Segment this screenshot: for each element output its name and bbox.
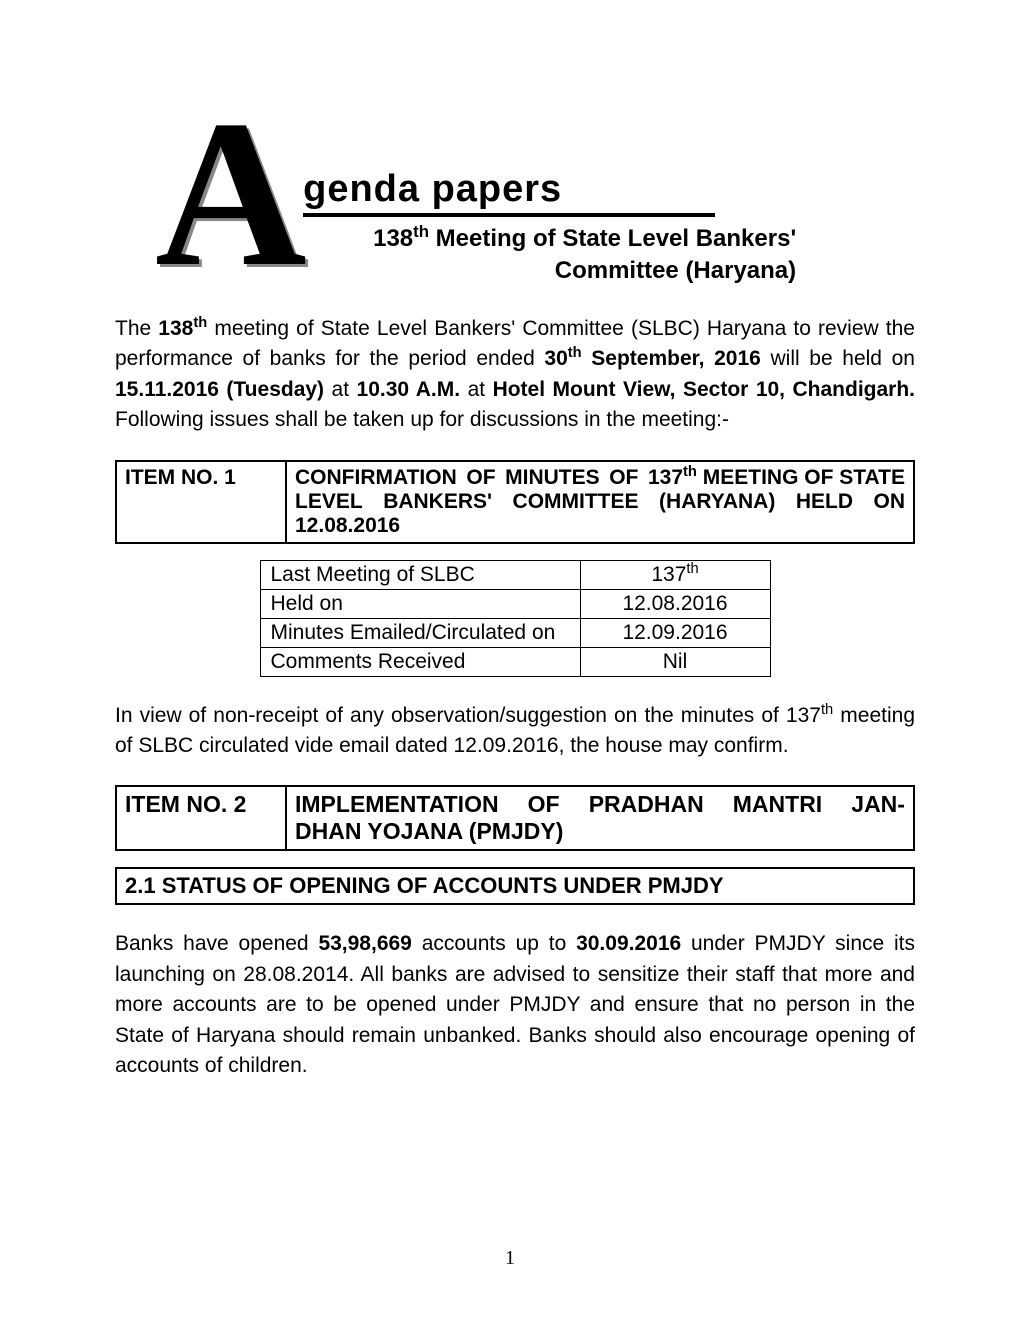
- intro-at2: at: [460, 378, 492, 401]
- item-1-desc: CONFIRMATION OF MINUTES OF 137th MEETING…: [286, 461, 914, 543]
- w137: 137: [648, 466, 683, 489]
- pm-date: 30.09.2016: [576, 932, 681, 955]
- pmjdy-paragraph: Banks have opened 53,98,669 accounts up …: [115, 929, 915, 1081]
- item2-line1: IMPLEMENTATION OF PRADHAN MANTRI JAN-: [295, 791, 905, 818]
- confirm-sup: th: [821, 702, 833, 718]
- w: OF: [528, 791, 560, 818]
- pm-a: Banks have opened: [115, 932, 318, 955]
- w: JAN-: [851, 791, 905, 818]
- intro-text: The: [115, 317, 158, 340]
- intro-sept: September, 2016: [582, 347, 761, 370]
- drop-cap-a: A: [155, 110, 307, 278]
- pm-accounts: 53,98,669: [318, 932, 411, 955]
- w: OF: [466, 466, 495, 490]
- table-row: Comments Received Nil: [260, 647, 770, 676]
- w: LEVEL: [295, 490, 363, 514]
- intro-tail: Following issues shall be taken up for d…: [115, 408, 729, 431]
- w: OF: [609, 466, 638, 490]
- confirm-paragraph: In view of non-receipt of any observatio…: [115, 701, 915, 762]
- intro-at: at: [324, 378, 356, 401]
- w: MINUTES: [505, 466, 600, 490]
- meta-key: Minutes Emailed/Circulated on: [260, 618, 580, 647]
- subtitle-sup1: th: [413, 222, 429, 241]
- item-2-table: ITEM NO. 2 IMPLEMENTATION OF PRADHAN MAN…: [115, 785, 915, 851]
- section-2-1-heading: 2.1 STATUS OF OPENING OF ACCOUNTS UNDER …: [115, 867, 915, 905]
- page: A genda papers 138th Meeting of State Le…: [0, 0, 1020, 1166]
- document-title-block: A genda papers 138th Meeting of State Le…: [155, 110, 915, 288]
- item1-line2: LEVEL BANKERS' COMMITTEE (HARYANA) HELD …: [295, 490, 905, 514]
- intro-th: th: [193, 315, 207, 331]
- w: (HARYANA): [659, 490, 775, 514]
- meta-val: 12.09.2016: [580, 618, 770, 647]
- item1-line3: 12.08.2016: [295, 514, 400, 537]
- intro-venue: Hotel Mount View, Sector 10, Chandigarh.: [493, 378, 915, 401]
- confirm-a: In view of non-receipt of any observatio…: [115, 704, 821, 727]
- pm-c: accounts up to: [412, 932, 576, 955]
- subtitle-line2: Committee (Haryana): [555, 257, 796, 284]
- table-row: Last Meeting of SLBC 137th: [260, 560, 770, 589]
- item1-line1: CONFIRMATION OF MINUTES OF 137th MEETING…: [295, 466, 905, 490]
- intro-th2: th: [568, 345, 582, 361]
- subtitle-line1a: 138: [373, 225, 413, 252]
- w: IMPLEMENTATION: [295, 791, 499, 818]
- w: ON: [873, 490, 905, 514]
- item2-line2: DHAN YOJANA (PMJDY): [295, 818, 563, 844]
- table-row: Minutes Emailed/Circulated on 12.09.2016: [260, 618, 770, 647]
- intro-138: 138: [158, 317, 193, 340]
- wtail: MEETING OF STATE: [697, 466, 905, 489]
- meta-table: Last Meeting of SLBC 137th Held on 12.08…: [260, 560, 771, 677]
- intro-30: 30: [544, 347, 567, 370]
- intro-paragraph: The 138th meeting of State Level Bankers…: [115, 314, 915, 436]
- w: CONFIRMATION: [295, 466, 457, 490]
- meta-key: Held on: [260, 589, 580, 618]
- title-genda-papers: genda papers: [303, 168, 715, 217]
- page-number: 1: [0, 1247, 1020, 1270]
- meta-key: Comments Received: [260, 647, 580, 676]
- subtitle-line1b: Meeting of State Level Bankers': [429, 225, 796, 252]
- w: HELD: [796, 490, 853, 514]
- wth: th: [683, 464, 697, 480]
- item-1-label: ITEM NO. 1: [116, 461, 286, 543]
- intro-time: 10.30 A.M.: [357, 378, 461, 401]
- w: MANTRI: [733, 791, 822, 818]
- meta-key: Last Meeting of SLBC: [260, 560, 580, 589]
- table-row: Held on 12.08.2016: [260, 589, 770, 618]
- meta-val: 137th: [580, 560, 770, 589]
- meta-th: th: [686, 561, 698, 577]
- w: BANKERS': [383, 490, 492, 514]
- intro-text3: will be held on: [761, 347, 915, 370]
- item-1-table: ITEM NO. 1 CONFIRMATION OF MINUTES OF 13…: [115, 460, 915, 544]
- intro-date: 15.11.2016 (Tuesday): [115, 378, 324, 401]
- title-right: genda papers 138th Meeting of State Leve…: [303, 168, 796, 288]
- item-2-desc: IMPLEMENTATION OF PRADHAN MANTRI JAN- DH…: [286, 786, 914, 850]
- meta-val: Nil: [580, 647, 770, 676]
- subtitle: 138th Meeting of State Level Bankers' Co…: [303, 223, 796, 288]
- w: COMMITTEE: [513, 490, 639, 514]
- meta-val: 12.08.2016: [580, 589, 770, 618]
- w: 137th MEETING OF STATE: [648, 466, 905, 490]
- meta-137: 137: [651, 563, 686, 586]
- w: PRADHAN: [589, 791, 704, 818]
- item-2-label: ITEM NO. 2: [116, 786, 286, 850]
